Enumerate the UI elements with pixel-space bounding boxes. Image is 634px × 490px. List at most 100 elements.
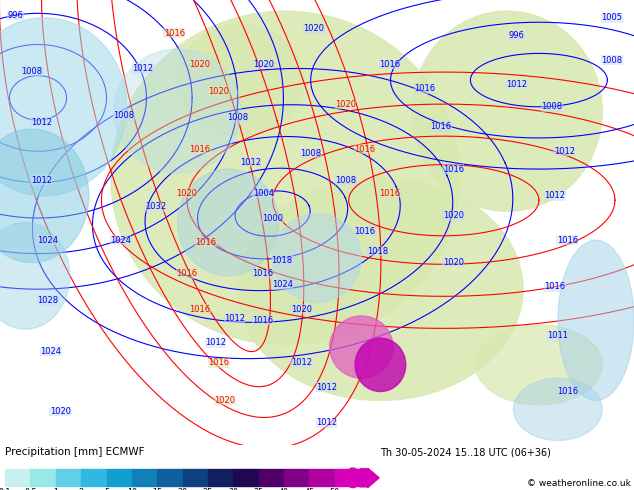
Text: 45: 45	[304, 488, 314, 490]
Text: 1008: 1008	[601, 55, 623, 65]
Text: 35: 35	[254, 488, 264, 490]
Text: 15: 15	[152, 488, 162, 490]
Text: 1018: 1018	[271, 256, 293, 265]
Text: 40: 40	[279, 488, 289, 490]
Text: Th 30-05-2024 15..18 UTC (06+36): Th 30-05-2024 15..18 UTC (06+36)	[380, 447, 552, 457]
Text: 1012: 1012	[30, 176, 52, 185]
Text: 1016: 1016	[164, 29, 185, 38]
Text: 996: 996	[508, 31, 525, 40]
Text: 1016: 1016	[195, 238, 217, 247]
Text: 2: 2	[79, 488, 84, 490]
Bar	[30, 469, 56, 487]
FancyArrow shape	[360, 468, 379, 488]
Text: 1012: 1012	[224, 314, 245, 322]
Text: 1024: 1024	[271, 280, 293, 289]
Text: 1012: 1012	[290, 358, 312, 367]
Text: 20: 20	[178, 488, 188, 490]
Text: 1000: 1000	[262, 214, 283, 222]
Text: 0.1: 0.1	[0, 488, 11, 490]
Ellipse shape	[476, 325, 602, 405]
Bar	[183, 469, 208, 487]
Text: 1012: 1012	[132, 65, 153, 74]
Text: 1016: 1016	[252, 316, 274, 325]
Text: 1028: 1028	[37, 296, 58, 305]
Text: 1012: 1012	[544, 191, 566, 200]
Text: 1011: 1011	[547, 331, 569, 341]
Text: 1004: 1004	[252, 189, 274, 198]
Text: 1024: 1024	[110, 236, 131, 245]
Ellipse shape	[330, 316, 393, 378]
Text: 1012: 1012	[205, 338, 226, 347]
Text: 1016: 1016	[557, 236, 578, 245]
Text: 1012: 1012	[506, 80, 527, 89]
Text: 1012: 1012	[240, 158, 261, 167]
Text: 1008: 1008	[541, 102, 562, 111]
Text: Precipitation [mm] ECMWF: Precipitation [mm] ECMWF	[5, 447, 145, 457]
Bar	[284, 469, 309, 487]
Text: 1016: 1016	[414, 84, 436, 94]
Text: 1008: 1008	[113, 111, 134, 120]
Text: 1008: 1008	[335, 176, 356, 185]
Bar	[132, 469, 157, 487]
Text: 1016: 1016	[354, 227, 375, 236]
Text: 50: 50	[330, 488, 340, 490]
Text: 996: 996	[8, 11, 24, 20]
Ellipse shape	[0, 222, 70, 329]
Ellipse shape	[178, 169, 279, 276]
Ellipse shape	[273, 214, 361, 302]
Text: 1008: 1008	[227, 113, 249, 122]
Bar	[208, 469, 233, 487]
Text: 1020: 1020	[303, 24, 325, 33]
Text: 5: 5	[104, 488, 109, 490]
Text: 0.5: 0.5	[24, 488, 37, 490]
Text: 10: 10	[127, 488, 137, 490]
Text: 1020: 1020	[208, 87, 230, 96]
Ellipse shape	[238, 178, 523, 400]
Bar	[157, 469, 183, 487]
Text: 1024: 1024	[37, 236, 58, 245]
Bar	[233, 469, 259, 487]
Text: 1016: 1016	[208, 358, 230, 367]
Bar	[335, 469, 360, 487]
Text: 1: 1	[53, 488, 58, 490]
Text: 1016: 1016	[379, 189, 401, 198]
Text: 1020: 1020	[443, 258, 464, 267]
Text: 1008: 1008	[21, 67, 42, 75]
Ellipse shape	[0, 18, 127, 196]
Text: 1020: 1020	[176, 189, 198, 198]
Text: 1016: 1016	[544, 282, 566, 292]
Ellipse shape	[111, 11, 460, 345]
Text: 1020: 1020	[214, 396, 236, 405]
Text: 1016: 1016	[557, 387, 578, 396]
Ellipse shape	[178, 24, 304, 136]
Ellipse shape	[114, 49, 241, 173]
Text: 1016: 1016	[252, 269, 274, 278]
Bar	[107, 469, 132, 487]
Text: 1016: 1016	[176, 269, 198, 278]
Text: 1012: 1012	[316, 418, 337, 427]
Text: 1012: 1012	[30, 118, 52, 127]
Text: 1005: 1005	[601, 13, 623, 23]
Text: 1012: 1012	[553, 147, 575, 156]
Text: 1016: 1016	[379, 60, 401, 69]
Text: 1020: 1020	[252, 60, 274, 69]
Text: 1016: 1016	[443, 165, 464, 173]
Bar	[81, 469, 107, 487]
Ellipse shape	[0, 129, 89, 263]
Bar	[309, 469, 335, 487]
Ellipse shape	[412, 11, 602, 211]
Text: 1020: 1020	[335, 100, 356, 109]
Bar	[56, 469, 81, 487]
Text: 1016: 1016	[189, 145, 210, 153]
Text: 1020: 1020	[290, 305, 312, 314]
Text: 25: 25	[203, 488, 213, 490]
Text: 1020: 1020	[189, 60, 210, 69]
Text: 1024: 1024	[40, 347, 61, 356]
Text: 30: 30	[228, 488, 238, 490]
Text: 1016: 1016	[189, 305, 210, 314]
Text: 1008: 1008	[300, 149, 321, 158]
Bar	[259, 469, 284, 487]
Text: 1016: 1016	[354, 145, 375, 153]
Text: 1012: 1012	[316, 383, 337, 392]
Ellipse shape	[355, 338, 406, 392]
